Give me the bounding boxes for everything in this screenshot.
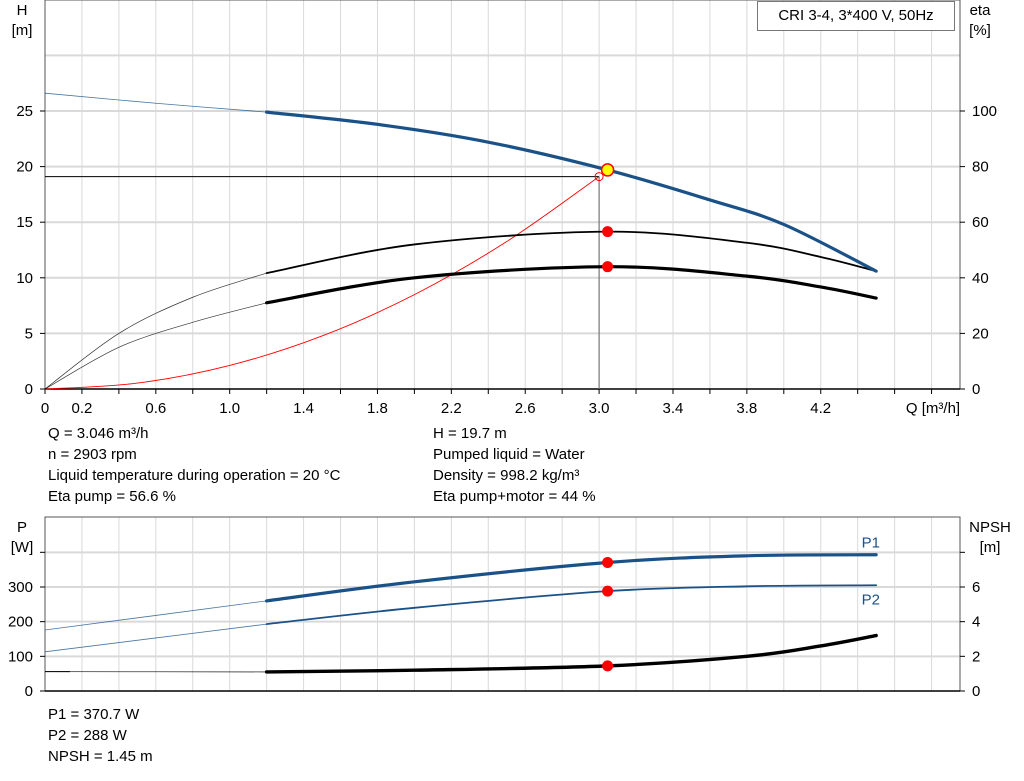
eta-pump-motor-extrapolated-line <box>44 302 267 390</box>
x-tick-label: 0.2 <box>72 400 93 417</box>
system-point <box>594 172 604 182</box>
p-axis-label: [W] <box>11 539 34 556</box>
power-marker <box>602 585 614 597</box>
eta-pump-motor-line <box>265 265 878 305</box>
npsh-tick-label: 6 <box>972 579 980 596</box>
p-axis-label: P <box>17 519 27 536</box>
p1-extrapolated-line <box>44 600 267 631</box>
y-tick-label: 0 <box>25 381 33 398</box>
bottom-plot-frame <box>44 516 961 692</box>
info-left: Q = 3.046 m³/h n = 2903 rpm Liquid tempe… <box>48 423 340 507</box>
info-eta-pump-motor: Eta pump+motor = 44 % <box>433 488 596 505</box>
info-density: Density = 998.2 kg/m³ <box>433 467 580 484</box>
x-tick-label: 0.6 <box>145 400 166 417</box>
p1-series-label: P1 <box>862 535 880 552</box>
npsh-axis-label: [m] <box>980 539 1001 556</box>
info-liquid-temp: Liquid temperature during operation = 20… <box>48 467 341 484</box>
y-tick-label: 20 <box>16 159 33 176</box>
power-marker <box>602 556 614 568</box>
npsh-axis-label: NPSH <box>969 519 1011 536</box>
info-bottom: P1 = 370.7 W P2 = 288 W NPSH = 1.45 m <box>48 704 153 767</box>
x-tick-label: 3.8 <box>736 400 757 417</box>
info-p2: P2 = 288 W <box>48 727 127 744</box>
eta-pump-extrapolated-line <box>44 272 267 390</box>
npsh-line <box>264 633 878 674</box>
x-tick-label: 1.8 <box>367 400 388 417</box>
info-liquid: Pumped liquid = Water <box>433 446 585 463</box>
head-line <box>265 110 878 273</box>
power-marker <box>602 660 614 672</box>
x-tick-label: 0 <box>41 400 49 417</box>
p1-line <box>265 553 878 603</box>
x-tick-label: 3.4 <box>663 400 684 417</box>
duty-point <box>600 163 615 177</box>
y-tick-label: 5 <box>25 325 33 342</box>
eta-pump-line <box>265 230 878 274</box>
top-plot-frame <box>44 0 961 390</box>
y2-tick-label: 100 <box>972 103 997 120</box>
p2-line <box>265 584 878 625</box>
y-tick-label: 10 <box>16 270 33 287</box>
npsh-tick-label: 4 <box>972 614 980 631</box>
npsh-tick-label: 0 <box>972 683 980 700</box>
p2-extrapolated-line <box>44 623 267 653</box>
x-tick-label: 1.0 <box>219 400 240 417</box>
info-speed: n = 2903 rpm <box>48 446 137 463</box>
y2-tick-label: 20 <box>972 325 989 342</box>
x-tick-label: 1.4 <box>293 400 314 417</box>
p-tick-label: 0 <box>25 683 33 700</box>
y-tick-label: 25 <box>16 103 33 120</box>
info-right: H = 19.7 m Pumped liquid = Water Density… <box>433 423 596 507</box>
y2-axis-label: [%] <box>969 22 991 39</box>
info-eta-pump: Eta pump = 56.6 % <box>48 488 176 505</box>
y2-tick-label: 60 <box>972 214 989 231</box>
y2-tick-label: 40 <box>972 270 989 287</box>
x-tick-label: 4.2 <box>810 400 831 417</box>
efficiency-marker <box>602 226 614 238</box>
x-tick-label: 2.2 <box>441 400 462 417</box>
x-tick-label: 3.0 <box>589 400 610 417</box>
info-flow: Q = 3.046 m³/h <box>48 425 149 442</box>
x-axis-label: Q [m³/h] <box>906 400 960 417</box>
p-tick-label: 200 <box>8 614 33 631</box>
info-p1: P1 = 370.7 W <box>48 706 140 723</box>
pump-title: CRI 3-4, 3*400 V, 50Hz <box>757 1 955 31</box>
efficiency-marker <box>602 261 614 273</box>
p-tick-label: 300 <box>8 579 33 596</box>
y2-tick-label: 0 <box>972 381 980 398</box>
y-tick-label: 15 <box>16 214 33 231</box>
y2-axis-label: eta <box>970 2 992 19</box>
head-extrapolated-line <box>44 92 267 113</box>
p-tick-label: 100 <box>8 648 33 665</box>
y2-tick-label: 80 <box>972 159 989 176</box>
info-head: H = 19.7 m <box>433 425 507 442</box>
p2-series-label: P2 <box>862 591 880 608</box>
npsh-tick-label: 2 <box>972 648 980 665</box>
x-tick-label: 2.6 <box>515 400 536 417</box>
system-curve-line <box>44 176 600 390</box>
y-axis-label: [m] <box>12 22 33 39</box>
info-npsh: NPSH = 1.45 m <box>48 748 153 765</box>
y-axis-label: H <box>17 2 28 19</box>
